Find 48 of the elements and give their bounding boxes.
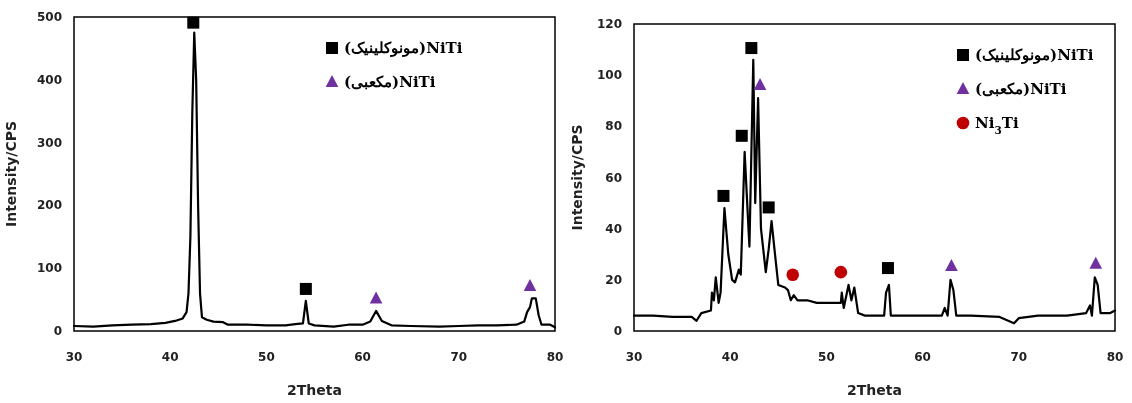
x-tick-label: 40 — [161, 350, 179, 364]
x-tick-label: 50 — [818, 350, 835, 364]
x-tick-label: 80 — [1106, 350, 1124, 364]
y-tick-label: 300 — [36, 135, 62, 150]
y-axis-title: Intensity/CPS — [3, 120, 19, 228]
point — [717, 189, 730, 202]
point — [762, 201, 775, 214]
point — [745, 42, 758, 55]
point — [369, 291, 383, 304]
y-tick-label: 60 — [605, 170, 622, 185]
x-tick-label: 70 — [450, 350, 468, 364]
legend-label: NiTi(مکعبی) — [344, 73, 436, 91]
point — [753, 77, 767, 90]
y-tick-label: 400 — [36, 72, 62, 87]
legend-label: NiTi(مکعبی) — [975, 80, 1067, 98]
x-tick-label: 70 — [1010, 350, 1028, 364]
point — [786, 268, 800, 282]
y-tick-label: 100 — [36, 261, 62, 276]
point — [945, 259, 958, 272]
y-tick-label: 100 — [596, 68, 622, 83]
y-axis-title: Intensity/CPS — [569, 124, 585, 231]
y-tick-label: 0 — [613, 324, 622, 338]
x-tick-label: 30 — [625, 350, 643, 364]
point — [187, 16, 200, 29]
legend-label: Ni$_{3}$Ti — [975, 114, 1019, 136]
point — [299, 282, 312, 295]
point — [834, 265, 848, 279]
point — [523, 278, 537, 291]
y-tick-label: 80 — [605, 119, 622, 134]
legend-label: NiTi(مونوکلینیک) — [344, 39, 463, 57]
x-tick-label: 60 — [914, 350, 931, 364]
point — [881, 262, 894, 275]
x-tick-label: 80 — [546, 350, 564, 364]
x-tick-label: 60 — [354, 350, 371, 364]
y-tick-label: 0 — [53, 324, 62, 338]
y-tick-label: 40 — [605, 221, 622, 236]
legend-label: NiTi(مونوکلینیک) — [975, 46, 1094, 64]
x-tick-label: 30 — [65, 350, 83, 364]
y-tick-label: 20 — [605, 272, 622, 287]
x-tick-label: 50 — [258, 350, 275, 364]
x-tick-label: 40 — [721, 350, 739, 364]
point — [735, 129, 748, 142]
x-axis-title: 2Theta — [287, 382, 342, 398]
y-tick-label: 200 — [36, 198, 62, 213]
y-tick-label: 120 — [596, 17, 622, 31]
y-tick-label: 500 — [36, 10, 62, 24]
point — [1089, 256, 1103, 269]
x-axis-title: 2Theta — [847, 382, 902, 398]
